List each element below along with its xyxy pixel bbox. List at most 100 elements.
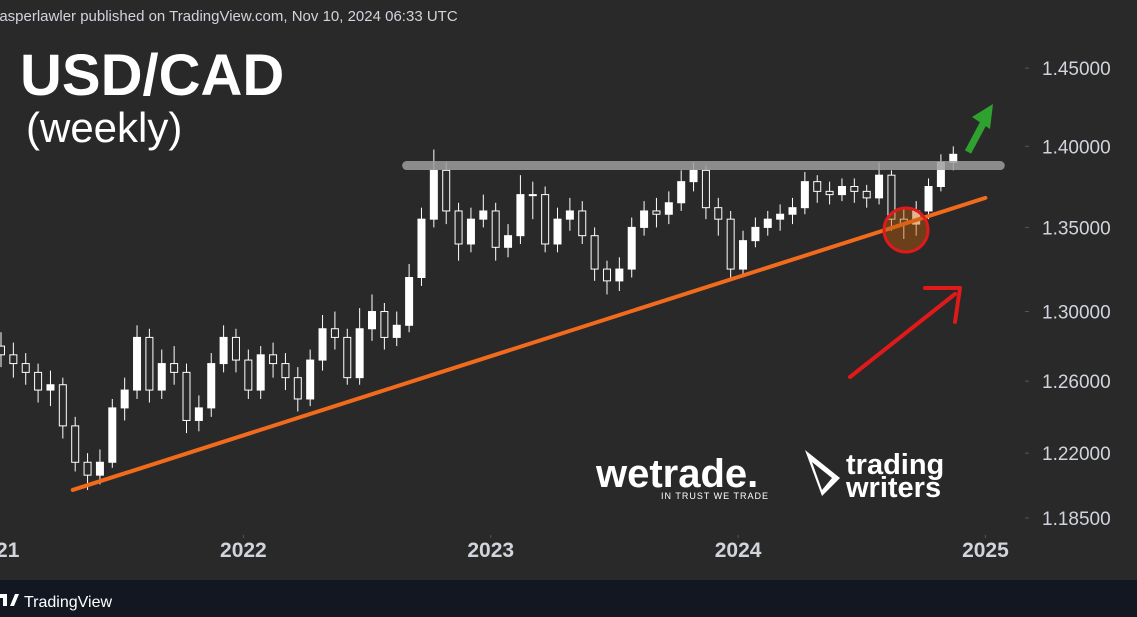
candle [553, 207, 562, 253]
candle [194, 395, 203, 432]
candle-body [21, 363, 30, 373]
x-axis: 2021 2022 2023 2024 2025 [0, 535, 1009, 562]
candle-body [293, 377, 302, 400]
candle [776, 204, 785, 231]
candle-body [615, 268, 624, 282]
footer-brand: TradingView [24, 594, 112, 611]
candle-body [763, 218, 772, 228]
candle-body [850, 185, 859, 192]
candle [417, 207, 426, 286]
trend-line [70, 195, 988, 492]
candle [269, 342, 278, 378]
candle-body [182, 371, 191, 421]
candle [120, 377, 129, 421]
candle [330, 311, 339, 350]
candle-body [244, 359, 253, 391]
chart-subtitle: (weekly) [26, 104, 182, 151]
candle-body [207, 363, 216, 409]
candle-body [701, 169, 710, 209]
candle [578, 201, 587, 244]
candle [466, 207, 475, 253]
candle-body [541, 194, 550, 245]
candle-body [46, 384, 55, 391]
candle [714, 197, 723, 236]
candle [788, 197, 797, 225]
candle [71, 416, 80, 472]
candle [664, 191, 673, 225]
candle-body [652, 210, 661, 215]
candle-body [429, 169, 438, 220]
candle [813, 175, 822, 203]
candle [293, 367, 302, 412]
candle-body [219, 336, 228, 365]
wetrade-tagline: IN TRUST WE TRADE [661, 491, 769, 501]
candle [21, 353, 30, 385]
candle-body [256, 354, 265, 391]
candle [726, 210, 735, 281]
y-tick-label: 1.22000 [1042, 444, 1111, 465]
candle [887, 170, 896, 231]
candle-body [34, 371, 43, 391]
tradingview-icon [0, 594, 19, 606]
candle [825, 181, 834, 205]
candle [405, 264, 414, 333]
candle-body [194, 407, 203, 421]
y-tick-label: 1.18500 [1042, 509, 1111, 530]
candle [837, 178, 846, 202]
candle [652, 197, 661, 228]
candle-body [330, 328, 339, 338]
byline: jasperlawler published on TradingView.co… [0, 8, 458, 25]
candle [763, 210, 772, 236]
candle [244, 349, 253, 399]
candle-body [565, 210, 574, 220]
candle [9, 342, 18, 378]
candle-body [813, 181, 822, 192]
trading-writers-logo: trading [846, 449, 944, 481]
candle [145, 328, 154, 403]
trading-writers-logo: writers [845, 472, 941, 504]
candle [380, 302, 389, 350]
x-tick-label: 2024 [715, 539, 762, 562]
candle [219, 325, 228, 373]
candle [800, 171, 809, 215]
y-tick-label: 1.35000 [1042, 218, 1111, 239]
y-tick-label: 1.40000 [1042, 137, 1111, 158]
candle [46, 370, 55, 407]
candle-body [9, 354, 18, 365]
candle-body [392, 324, 401, 338]
candle [504, 224, 513, 258]
plot-area [0, 146, 1005, 492]
candle [108, 398, 117, 468]
candle [627, 217, 636, 278]
candle [751, 217, 760, 248]
candle [157, 349, 166, 399]
y-tick-label: 1.30000 [1042, 303, 1111, 324]
candle-body [0, 345, 5, 356]
candle-body [627, 226, 636, 270]
candle-body [553, 218, 562, 245]
candle [479, 194, 488, 228]
wetrade-logo: wetrade. [595, 452, 758, 496]
candle-body [120, 389, 129, 409]
candle-body [133, 336, 142, 391]
candle [541, 186, 550, 253]
candle [256, 346, 265, 399]
y-tick-label: 1.26000 [1042, 372, 1111, 393]
candle-body [145, 336, 154, 391]
candle [516, 175, 525, 244]
candle [862, 184, 871, 208]
highlight-circle [882, 206, 930, 254]
candle-body [231, 336, 240, 361]
candle-body [590, 235, 599, 270]
x-tick-label: 2025 [962, 539, 1009, 562]
candle-body [504, 235, 513, 248]
candle-body [83, 461, 92, 476]
candle [392, 311, 401, 347]
candle-body [640, 210, 649, 228]
candle [850, 178, 859, 203]
candle-body [837, 185, 846, 196]
candle-body [689, 169, 698, 183]
candle [343, 328, 352, 385]
footer-bar [0, 580, 1137, 617]
